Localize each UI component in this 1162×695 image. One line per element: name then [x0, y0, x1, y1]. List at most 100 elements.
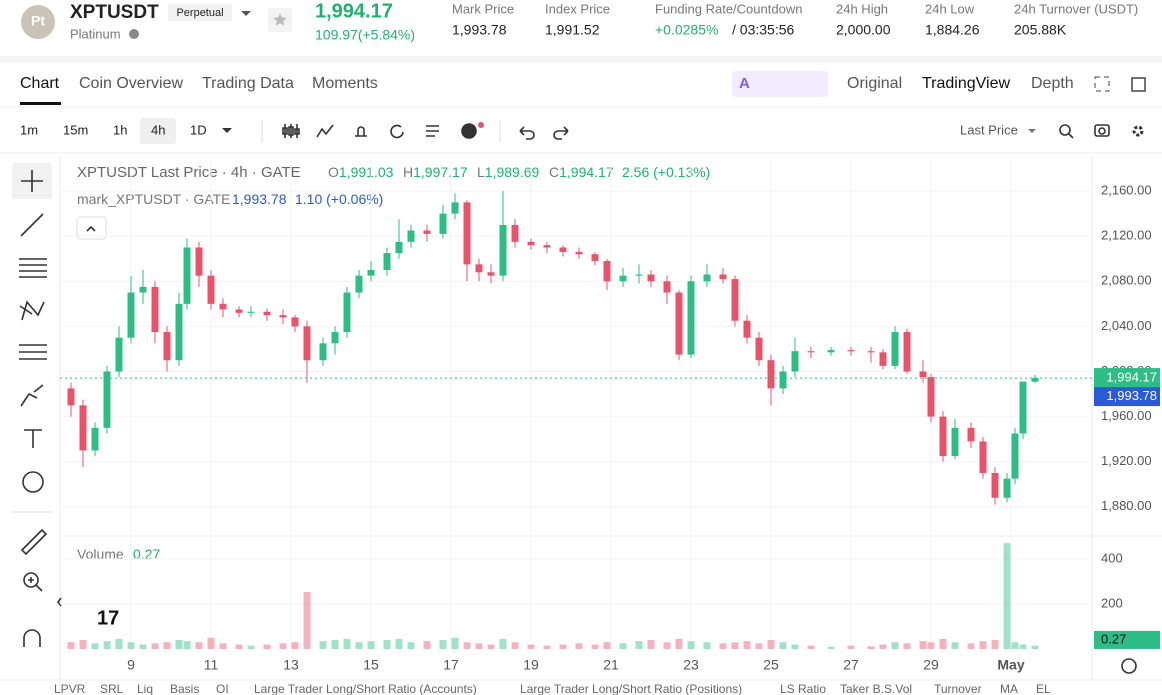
toolbar-right[interactable] — [1059, 124, 1144, 139]
candle-body — [847, 350, 855, 352]
volume-bar — [903, 643, 911, 649]
candle-body — [779, 371, 787, 389]
interval[interactable]: 1m — [20, 122, 38, 137]
interval[interactable]: 1h — [113, 122, 127, 137]
candle-body — [195, 247, 203, 276]
candle-body — [235, 309, 243, 313]
drawing-tools[interactable] — [19, 170, 48, 647]
indicator-tab[interactable]: EL — [1036, 682, 1051, 695]
volume-label: Volume 0.27 — [77, 546, 160, 562]
volume-bar — [463, 642, 471, 649]
candle-body — [675, 292, 683, 355]
legend-h: H — [403, 164, 413, 180]
tab[interactable]: Original — [847, 75, 902, 92]
toolbar-icons[interactable] — [282, 123, 477, 139]
indicator-tab[interactable]: Taker B.S.Vol — [840, 682, 912, 695]
candle-body — [807, 351, 815, 353]
x-tick-label: 19 — [523, 657, 539, 673]
candle-body — [743, 320, 751, 338]
tab[interactable]: Moments — [312, 75, 378, 92]
volume-bar — [195, 642, 203, 649]
candle-body — [383, 253, 391, 271]
collapse-icon — [86, 225, 96, 232]
interval[interactable]: 15m — [63, 122, 88, 137]
candle-body — [527, 241, 535, 246]
tab[interactable]: Chart — [20, 75, 60, 92]
settings-icon[interactable] — [1121, 658, 1137, 674]
candle-body — [647, 274, 655, 282]
indicator-tab[interactable]: Basis — [170, 682, 199, 695]
candle-body — [1003, 478, 1011, 498]
y-tick-label: 2,120.00 — [1101, 228, 1152, 243]
stat-value: 1,993.78 — [452, 22, 507, 38]
legend-l-val: 1,989.69 — [485, 164, 540, 180]
interval-dropdown[interactable] — [222, 128, 232, 133]
legend-change: 2.56 (+0.13%) — [622, 164, 710, 180]
candle-body — [355, 275, 363, 293]
undo-redo[interactable] — [519, 126, 569, 140]
interval[interactable]: 4h — [151, 122, 165, 137]
strategy-pill[interactable] — [732, 71, 828, 97]
symbol[interactable]: XPTUSDT — [70, 2, 159, 23]
candle-body — [103, 371, 111, 428]
indicator-tab[interactable]: Liq — [137, 682, 153, 695]
stat-value: 1,884.26 — [925, 22, 980, 38]
window-icon[interactable] — [1131, 77, 1146, 92]
volume-bar — [151, 643, 159, 649]
dropdown[interactable] — [241, 11, 251, 16]
indicator-tab[interactable]: Large Trader Long/Short Ratio (Accounts) — [254, 682, 477, 695]
volume-bar — [575, 643, 583, 649]
tab[interactable]: Depth — [1031, 75, 1074, 92]
volume-bar — [1019, 644, 1027, 649]
stat-label: Index Price — [545, 1, 610, 16]
volume-title: Volume — [77, 546, 124, 562]
info-icon[interactable] — [129, 29, 139, 39]
indicator-tab[interactable]: OI — [216, 682, 229, 695]
volume-bar — [979, 641, 987, 649]
tab[interactable]: Coin Overview — [79, 75, 183, 92]
candle-body — [423, 230, 431, 234]
contract-badge: Perpetual — [176, 7, 223, 19]
indicator-tab[interactable]: LPVR — [54, 682, 86, 695]
y-tick-label: 2,160.00 — [1101, 183, 1152, 198]
candle-body — [175, 303, 183, 361]
legend-mark-val: 1,993.78 — [232, 191, 287, 207]
badge-dot — [478, 122, 484, 128]
indicator-tab[interactable]: MA — [1000, 682, 1018, 695]
candle-body — [575, 251, 583, 255]
candle-body — [559, 247, 567, 252]
candle-body — [319, 343, 327, 361]
indicator-tab[interactable]: LS Ratio — [780, 682, 826, 695]
x-tick-label: 25 — [763, 657, 779, 673]
volume-bar — [367, 641, 375, 649]
volume-bar — [91, 643, 99, 649]
volume-bar — [407, 642, 415, 649]
last-price-tag — [1094, 368, 1160, 388]
tab[interactable]: Trading Data — [202, 75, 294, 92]
volume-bar — [603, 642, 611, 649]
volume-bar — [423, 641, 431, 649]
avatar-text: Pt — [31, 13, 45, 29]
indicator-tab[interactable]: Large Trader Long/Short Ratio (Positions… — [520, 682, 742, 695]
price-source[interactable]: Last Price — [960, 122, 1018, 137]
scroll-left[interactable] — [57, 597, 62, 607]
tab[interactable]: TradingView — [922, 75, 1010, 92]
candle-body — [767, 360, 775, 389]
volume-bar — [743, 641, 751, 649]
legend-l: L — [477, 164, 485, 180]
indicator-tab[interactable]: SRL — [100, 682, 124, 695]
legend-o-val: 1,991.03 — [339, 164, 394, 180]
interval[interactable]: 1D — [190, 122, 207, 137]
candle-body — [891, 332, 899, 366]
expand-icon[interactable] — [1094, 76, 1110, 92]
indicator-tab[interactable]: Turnover — [934, 682, 982, 695]
source-dropdown[interactable] — [1028, 129, 1036, 133]
last-price: 1,994.17 — [315, 0, 393, 22]
stat-value: 1,991.52 — [545, 22, 600, 38]
candle-body — [183, 247, 191, 304]
volume-bar — [235, 644, 243, 649]
candle-body — [731, 279, 739, 321]
candle-body — [827, 350, 835, 353]
candle-body — [367, 270, 375, 276]
volume-bar — [719, 643, 727, 649]
